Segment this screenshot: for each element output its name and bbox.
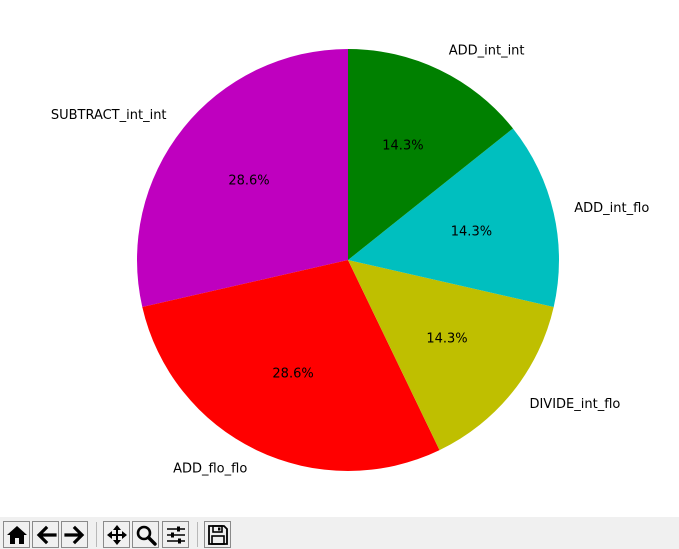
magnifier-icon [136,525,157,546]
pie-slice [137,49,348,307]
arrow-right-icon [63,525,84,544]
sliders-icon [166,526,185,543]
pie-chart: 28.6% SUBTRACT_int_int 28.6% ADD_flo_flo 14.… [51,43,650,476]
pie-labels: 28.6% SUBTRACT_int_int 28.6% ADD_flo_flo 14.… [51,43,650,476]
configure-subplots-button[interactable] [162,521,189,548]
navigation-toolbar [0,517,679,549]
slice-percent-label: 14.3% [451,224,492,239]
slice-category-label: SUBTRACT_int_int [51,108,167,123]
slice-percent-label: 14.3% [382,138,423,153]
slice-percent-label: 28.6% [272,367,313,382]
slice-category-label: ADD_flo_flo [173,462,247,477]
arrow-left-icon [36,525,57,544]
zoom-button[interactable] [132,521,159,548]
home-button[interactable] [3,521,30,548]
forward-button[interactable] [61,521,88,548]
pan-button[interactable] [103,521,130,548]
slice-category-label: ADD_int_flo [574,201,649,216]
floppy-disk-icon [207,524,228,545]
pie-slice [348,128,560,307]
slice-category-label: DIVIDE_int_flo [529,397,620,412]
slice-percent-label: 28.6% [228,174,269,189]
home-icon [6,525,27,544]
pie-slices [137,49,560,472]
slice-category-label: ADD_int_int [449,43,525,58]
pie-slice [142,260,440,472]
figure-canvas: 28.6% SUBTRACT_int_int 28.6% ADD_flo_flo 14.… [50,43,650,477]
back-button[interactable] [32,521,59,548]
toolbar-separator [197,522,198,547]
pie-slice [348,49,513,260]
move-icon [106,524,127,545]
save-button[interactable] [204,521,231,548]
slice-percent-label: 14.3% [426,331,467,346]
pie-slice [348,260,554,451]
toolbar-separator [96,522,97,547]
